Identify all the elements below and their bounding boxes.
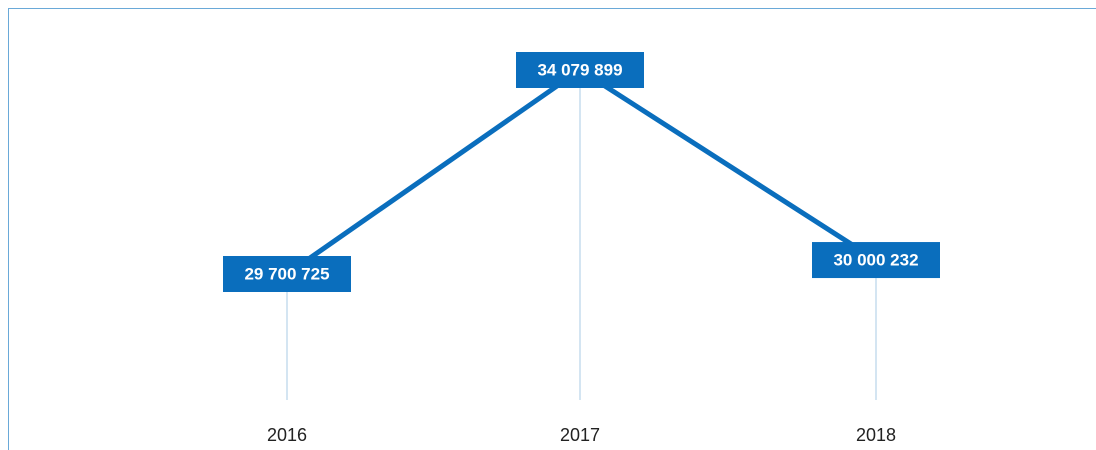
x-tick-label: 2017 [560,425,600,445]
data-label-box [223,256,351,292]
data-line [285,67,878,277]
data-label-box [516,52,644,88]
data-label-box [812,242,940,279]
x-tick-label: 2016 [267,425,307,445]
x-tick-label: 2018 [856,425,896,445]
data-label: 30 000 232 [833,251,918,270]
data-label: 29 700 725 [244,264,329,283]
data-label: 34 079 899 [537,60,622,79]
chart-frame [8,8,1096,450]
